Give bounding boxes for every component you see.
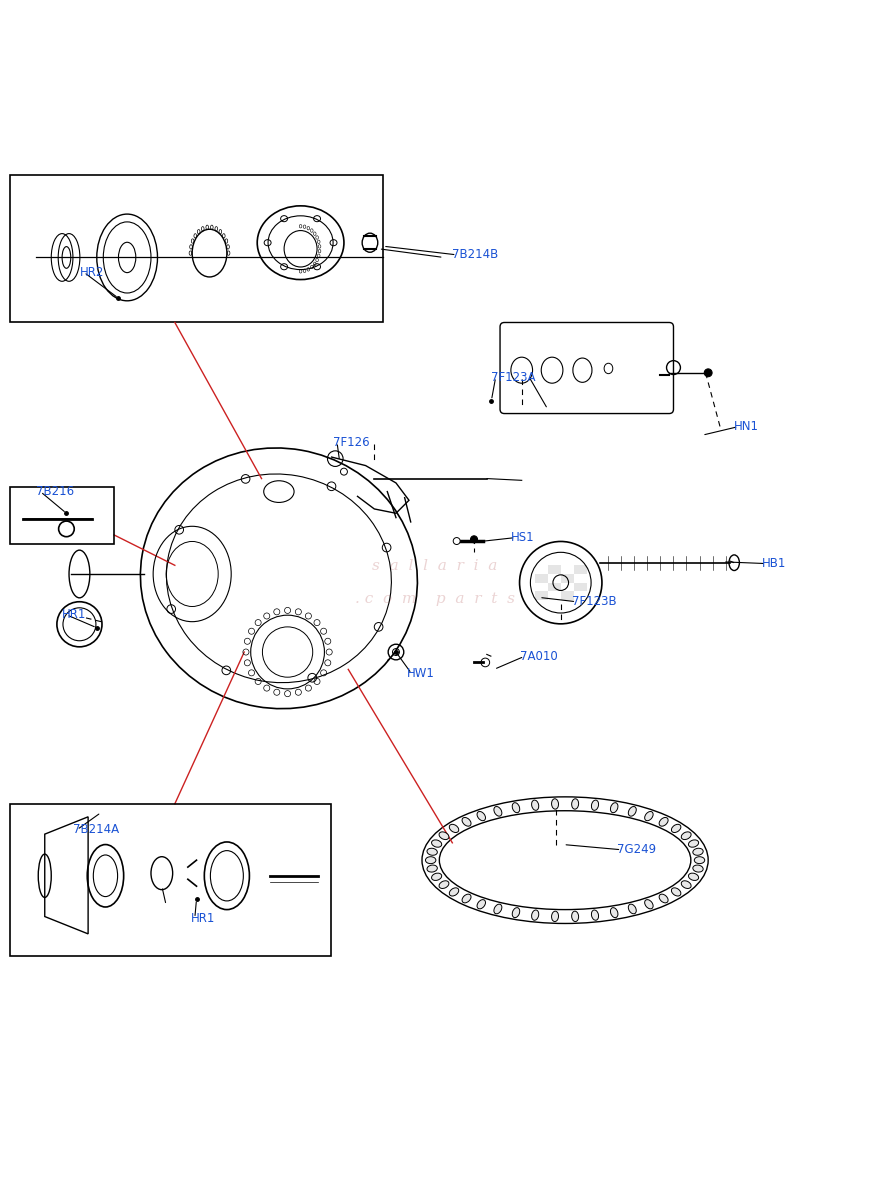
Ellipse shape: [671, 888, 680, 896]
Ellipse shape: [494, 904, 501, 914]
Ellipse shape: [591, 800, 598, 810]
Ellipse shape: [531, 800, 538, 810]
Ellipse shape: [531, 910, 538, 920]
Ellipse shape: [494, 806, 501, 816]
Bar: [561, 574, 573, 583]
Ellipse shape: [427, 865, 437, 872]
Ellipse shape: [627, 904, 635, 914]
Bar: [561, 592, 573, 600]
Ellipse shape: [448, 824, 458, 833]
Ellipse shape: [571, 799, 578, 809]
Ellipse shape: [512, 907, 519, 918]
Ellipse shape: [453, 538, 460, 545]
Ellipse shape: [512, 803, 519, 812]
Bar: [573, 583, 586, 592]
Ellipse shape: [461, 894, 470, 902]
Text: HR1: HR1: [62, 608, 86, 622]
Ellipse shape: [439, 881, 448, 888]
Ellipse shape: [687, 840, 698, 847]
Ellipse shape: [680, 832, 690, 840]
Ellipse shape: [687, 874, 698, 881]
Text: 7G249: 7G249: [616, 844, 655, 857]
Ellipse shape: [571, 911, 578, 922]
Ellipse shape: [610, 907, 617, 918]
Ellipse shape: [680, 881, 690, 888]
Ellipse shape: [470, 536, 477, 542]
Ellipse shape: [427, 848, 437, 856]
Text: HR1: HR1: [190, 912, 215, 925]
Ellipse shape: [610, 803, 617, 812]
Ellipse shape: [551, 799, 558, 809]
Ellipse shape: [476, 811, 485, 821]
Bar: [573, 565, 586, 574]
Ellipse shape: [551, 911, 558, 922]
Text: 7F126: 7F126: [332, 436, 368, 449]
Ellipse shape: [439, 832, 448, 840]
Ellipse shape: [461, 817, 470, 826]
Ellipse shape: [476, 900, 485, 908]
Ellipse shape: [659, 817, 667, 826]
Ellipse shape: [644, 900, 653, 908]
Ellipse shape: [431, 874, 441, 881]
Text: HB1: HB1: [761, 557, 786, 570]
Ellipse shape: [671, 824, 680, 833]
Ellipse shape: [692, 865, 702, 872]
Text: HW1: HW1: [407, 667, 434, 680]
Text: HS1: HS1: [511, 532, 534, 544]
Text: 7B216: 7B216: [36, 485, 74, 498]
Text: s  a  l  l  a  r  i  a

. c  o  m    p  a  r  t  s: s a l l a r i a . c o m p a r t s: [355, 559, 514, 606]
Ellipse shape: [448, 888, 458, 896]
Ellipse shape: [704, 368, 711, 377]
Bar: [547, 565, 561, 574]
Text: 7A010: 7A010: [520, 650, 557, 662]
Bar: [10, 175, 382, 323]
Bar: [10, 487, 114, 544]
Ellipse shape: [591, 910, 598, 920]
Bar: [547, 583, 561, 592]
Ellipse shape: [431, 840, 441, 847]
Ellipse shape: [693, 857, 704, 864]
Text: 7F123A: 7F123A: [491, 371, 535, 384]
Text: 7F123B: 7F123B: [571, 595, 616, 608]
Text: 7B214A: 7B214A: [72, 823, 118, 836]
Text: HR2: HR2: [79, 265, 103, 278]
Ellipse shape: [659, 894, 667, 902]
Ellipse shape: [425, 857, 435, 864]
Bar: [534, 592, 547, 600]
Bar: [10, 804, 330, 955]
Bar: [534, 574, 547, 583]
Ellipse shape: [644, 811, 653, 821]
Ellipse shape: [627, 806, 635, 816]
Ellipse shape: [692, 848, 702, 856]
Text: HN1: HN1: [733, 420, 759, 433]
Text: 7B214B: 7B214B: [452, 248, 498, 262]
